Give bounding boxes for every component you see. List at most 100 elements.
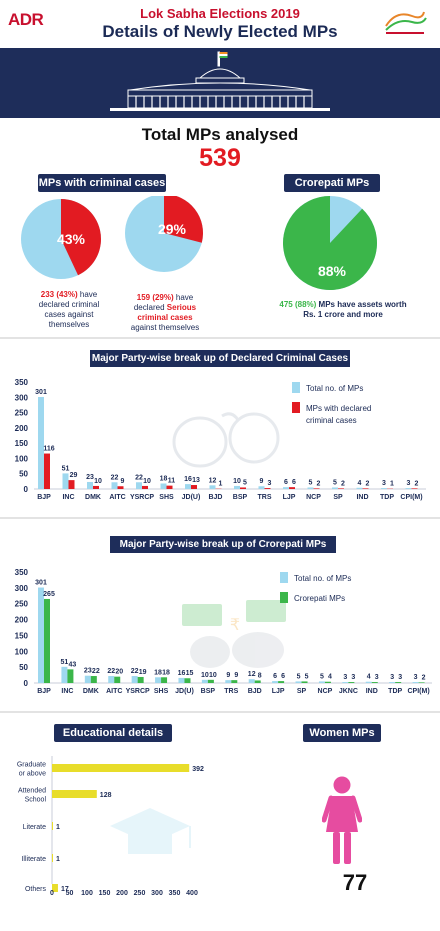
label-total-BSP: 10 bbox=[233, 478, 241, 485]
bar-crorepati-BSP bbox=[207, 679, 214, 683]
bar-total-LJP bbox=[272, 681, 279, 683]
x-tick-BJD: BJD bbox=[208, 494, 222, 501]
label-total-SHS: 18 bbox=[154, 669, 162, 676]
y-tick-label: 0 bbox=[24, 485, 29, 494]
label-criminal-SHS: 11 bbox=[168, 478, 176, 485]
bar-crorepati-SP bbox=[301, 681, 308, 683]
label-crorepati-NCP: 4 bbox=[328, 674, 332, 681]
y-tick-label: 150 bbox=[15, 439, 29, 448]
edu-category-2: Literate bbox=[23, 824, 46, 831]
edu-category-1: School bbox=[25, 797, 47, 804]
header-title: Details of Newly Elected MPs bbox=[102, 22, 338, 41]
label-crorepati-TDP: 3 bbox=[398, 674, 402, 681]
label-total-INC: 51 bbox=[61, 659, 69, 666]
bar-crorepati-TRS bbox=[231, 680, 238, 683]
bar-crorepati-LJP bbox=[278, 681, 285, 683]
y-tick-label: 100 bbox=[15, 647, 29, 656]
x-tick-AITC: AITC bbox=[109, 494, 125, 501]
label-total-SP: 5 bbox=[297, 673, 301, 680]
pie2-slice bbox=[164, 196, 203, 243]
x-tick-DMK: DMK bbox=[83, 688, 99, 695]
edu-category-0: Graduate bbox=[17, 762, 46, 769]
x-tick-label: 0 bbox=[50, 890, 54, 897]
x-tick-CPI(M): CPI(M) bbox=[408, 688, 430, 695]
label-total-SHS: 18 bbox=[160, 475, 168, 482]
crorepati-heading: Crorepati MPs bbox=[284, 174, 380, 192]
criminal-cases-chart: 050100150200250300350301116BJP5129INC231… bbox=[15, 378, 426, 501]
bar-criminal-LJP bbox=[289, 487, 295, 489]
bar-crorepati-CPI(M) bbox=[418, 682, 425, 683]
criminal-pies: 43% 29% bbox=[21, 196, 203, 279]
crorepati-caption-value: 475 (88%) bbox=[279, 300, 317, 309]
crorepati-caption-line2: Rs. 1 crore and more bbox=[303, 310, 383, 319]
edu-bar-2 bbox=[52, 822, 53, 830]
label-total-TDP: 3 bbox=[382, 480, 386, 487]
bar-crorepati-BJD bbox=[254, 680, 261, 683]
bar-total-BJD bbox=[209, 485, 216, 489]
x-tick-TDP: TDP bbox=[380, 494, 394, 501]
x-tick-label: 400 bbox=[186, 890, 198, 897]
bar-criminal-DMK bbox=[93, 485, 99, 489]
bar-total-SHS bbox=[160, 483, 167, 489]
label-crorepati-IND: 3 bbox=[375, 674, 379, 681]
x-tick-CPI(M): CPI(M) bbox=[400, 494, 422, 501]
bar-criminal-BSP bbox=[240, 487, 246, 489]
bar-crorepati-JD(U) bbox=[184, 678, 191, 683]
bar-total-BJD bbox=[248, 679, 255, 683]
graduation-cap-icon bbox=[110, 808, 191, 854]
pie3-pct: 88% bbox=[318, 263, 347, 279]
bar-total-JKNC bbox=[342, 682, 349, 683]
label-total-BJD: 12 bbox=[209, 477, 217, 484]
bar-total-YSRCP bbox=[131, 676, 138, 683]
bar-total-TDP bbox=[389, 682, 396, 683]
legend-label-crorepati: Crorepati MPs bbox=[294, 594, 345, 603]
bar-total-CPI(M) bbox=[412, 682, 419, 683]
label-criminal-AITC: 9 bbox=[121, 478, 125, 485]
bar-crorepati-DMK bbox=[90, 676, 97, 683]
bar-total-SP bbox=[295, 681, 302, 683]
y-tick-label: 150 bbox=[15, 631, 29, 640]
edu-bar-1 bbox=[52, 790, 97, 798]
label-total-BJP: 301 bbox=[35, 389, 47, 396]
edu-value-2: 1 bbox=[56, 824, 60, 831]
x-tick-BJP: BJP bbox=[37, 494, 51, 501]
x-tick-label: 50 bbox=[66, 890, 74, 897]
label-total-AITC: 22 bbox=[107, 668, 115, 675]
x-tick-BSP: BSP bbox=[233, 494, 248, 501]
x-tick-INC: INC bbox=[62, 494, 74, 501]
bar-total-TRS bbox=[258, 486, 265, 489]
x-tick-label: 200 bbox=[116, 890, 128, 897]
bar-total-DMK bbox=[84, 675, 91, 683]
bar-total-NCP bbox=[307, 487, 314, 489]
x-tick-BJP: BJP bbox=[37, 688, 51, 695]
label-total-TDP: 3 bbox=[390, 674, 394, 681]
y-tick-label: 300 bbox=[15, 393, 29, 402]
chart1-title: Major Party-wise break up of Declared Cr… bbox=[90, 350, 350, 367]
label-total-JKNC: 3 bbox=[343, 674, 347, 681]
label-crorepati-DMK: 22 bbox=[92, 668, 100, 675]
label-criminal-TRS: 3 bbox=[268, 480, 272, 487]
label-total-LJP: 6 bbox=[284, 479, 288, 486]
bar-criminal-JD(U) bbox=[191, 485, 197, 489]
y-tick-label: 250 bbox=[15, 409, 29, 418]
legend-swatch-criminal bbox=[292, 402, 300, 413]
x-tick-DMK: DMK bbox=[85, 494, 101, 501]
label-criminal-NCP: 2 bbox=[317, 480, 321, 487]
bar-crorepati-YSRCP bbox=[137, 676, 144, 683]
y-tick-label: 200 bbox=[15, 616, 29, 625]
pie2-pct: 29% bbox=[158, 221, 187, 237]
pie2-caption-text: have bbox=[173, 293, 194, 302]
crorepati-caption: 475 (88%) MPs have assets worth Rs. 1 cr… bbox=[258, 300, 428, 320]
label-total-NCP: 5 bbox=[320, 673, 324, 680]
pie2-caption: 159 (29%) have declared Serious criminal… bbox=[108, 293, 222, 333]
label-criminal-TDP: 1 bbox=[390, 481, 394, 488]
bar-total-BSP bbox=[234, 485, 240, 489]
label-crorepati-INC: 43 bbox=[69, 661, 77, 668]
bar-total-NCP bbox=[318, 681, 325, 683]
bar-crorepati-INC bbox=[67, 669, 74, 683]
education-heading: Educational details bbox=[54, 724, 172, 742]
label-total-BJD: 12 bbox=[248, 671, 256, 678]
criminal-heading: MPs with criminal cases bbox=[38, 174, 166, 192]
bar-total-SHS bbox=[155, 677, 162, 683]
bar-criminal-CPI(M) bbox=[411, 488, 418, 489]
